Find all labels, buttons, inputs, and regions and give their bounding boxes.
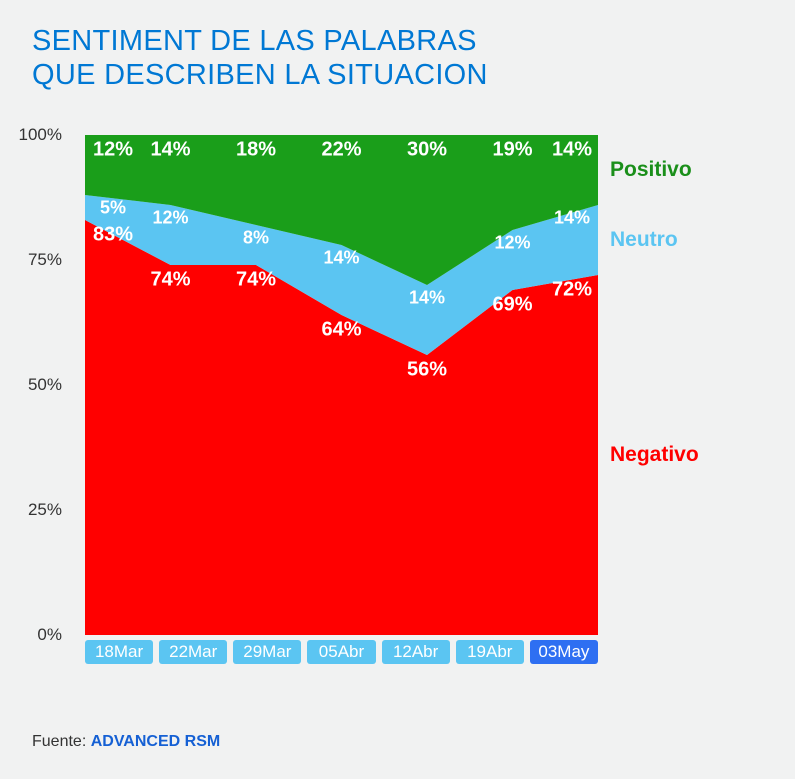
title-line-1: SENTIMENT DE LAS PALABRAS	[32, 25, 477, 57]
value-label: 74%	[150, 268, 190, 290]
x-axis-chip: 29Mar	[233, 640, 301, 664]
value-label: 22%	[321, 138, 361, 160]
x-axis: 18Mar22Mar29Mar05Abr 12Abr19Abr03May	[85, 640, 598, 664]
value-label: 12%	[93, 138, 133, 160]
value-label: 69%	[492, 293, 532, 315]
value-label: 72%	[552, 278, 592, 300]
title-line-2: QUE DESCRIBEN LA SITUACION	[32, 59, 488, 91]
x-axis-chip: 12Abr	[382, 640, 450, 664]
value-label: 14%	[552, 138, 592, 160]
value-label: 14%	[409, 287, 445, 307]
value-label: 30%	[407, 138, 447, 160]
value-label: 56%	[407, 358, 447, 380]
y-tick-label: 100%	[12, 125, 62, 145]
value-label: 12%	[152, 207, 188, 227]
page: SENTIMENT DE LAS PALABRAS QUE DESCRIBEN …	[0, 0, 795, 779]
value-label: 14%	[150, 138, 190, 160]
value-label: 8%	[243, 227, 269, 247]
footer: Fuente: ADVANCED RSM	[32, 733, 220, 751]
value-label: 19%	[492, 138, 532, 160]
value-label: 64%	[321, 318, 361, 340]
legend-negativo: Negativo	[610, 443, 699, 467]
x-axis-chip: 19Abr	[456, 640, 524, 664]
value-label: 83%	[93, 223, 133, 245]
value-label: 14%	[323, 247, 359, 267]
x-axis-chip: 05Abr	[307, 640, 375, 664]
stacked-area-svg: 83% 74% 74% 64% 56% 69% 72% 5% 12% 8% 14% 14% 12% 14%…	[85, 135, 598, 635]
value-label: 74%	[236, 268, 276, 290]
plot-area: 83% 74% 74% 64% 56% 69% 72% 5% 12% 8% 14% 14% 12% 14%…	[85, 135, 598, 635]
value-label: 5%	[100, 197, 126, 217]
x-axis-chip: 18Mar	[85, 640, 153, 664]
footer-prefix: Fuente:	[32, 733, 91, 750]
y-tick-label: 50%	[12, 375, 62, 395]
x-axis-chip: 22Mar	[159, 640, 227, 664]
y-tick-label: 75%	[12, 250, 62, 270]
legend-positivo: Positivo	[610, 158, 692, 182]
legend-neutro: Neutro	[610, 228, 678, 252]
chart-title: SENTIMENT DE LAS PALABRAS QUE DESCRIBEN …	[32, 24, 488, 92]
footer-source: ADVANCED RSM	[91, 733, 220, 750]
value-label: 12%	[494, 232, 530, 252]
value-label: 18%	[236, 138, 276, 160]
y-tick-label: 0%	[12, 625, 62, 645]
y-tick-label: 25%	[12, 500, 62, 520]
x-axis-chip: 03May	[530, 640, 598, 664]
value-label: 14%	[554, 207, 590, 227]
